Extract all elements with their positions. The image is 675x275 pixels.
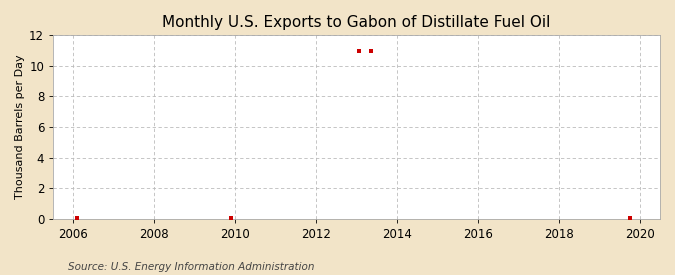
- Text: Source: U.S. Energy Information Administration: Source: U.S. Energy Information Administ…: [68, 262, 314, 272]
- Y-axis label: Thousand Barrels per Day: Thousand Barrels per Day: [15, 55, 25, 199]
- Title: Monthly U.S. Exports to Gabon of Distillate Fuel Oil: Monthly U.S. Exports to Gabon of Distill…: [163, 15, 551, 30]
